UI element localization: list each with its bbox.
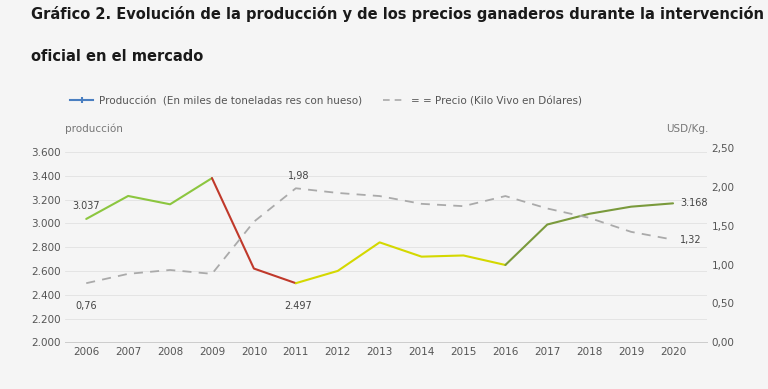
Text: 3.037: 3.037 [72, 201, 100, 210]
Text: producción: producción [65, 124, 123, 134]
Text: 3.168: 3.168 [680, 198, 707, 209]
Text: 2.497: 2.497 [285, 301, 313, 311]
Text: Gráfico 2. Evolución de la producción y de los precios ganaderos durante la inte: Gráfico 2. Evolución de la producción y … [31, 6, 763, 22]
Text: 1,98: 1,98 [288, 171, 310, 181]
Text: 0,76: 0,76 [75, 301, 97, 311]
Text: oficial en el mercado: oficial en el mercado [31, 49, 203, 64]
Text: 1,32: 1,32 [680, 235, 702, 245]
Legend: Producción  (En miles de toneladas res con hueso), = = Precio (Kilo Vivo en Dóla: Producción (En miles de toneladas res co… [71, 96, 581, 106]
Text: USD/Kg.: USD/Kg. [666, 124, 708, 134]
